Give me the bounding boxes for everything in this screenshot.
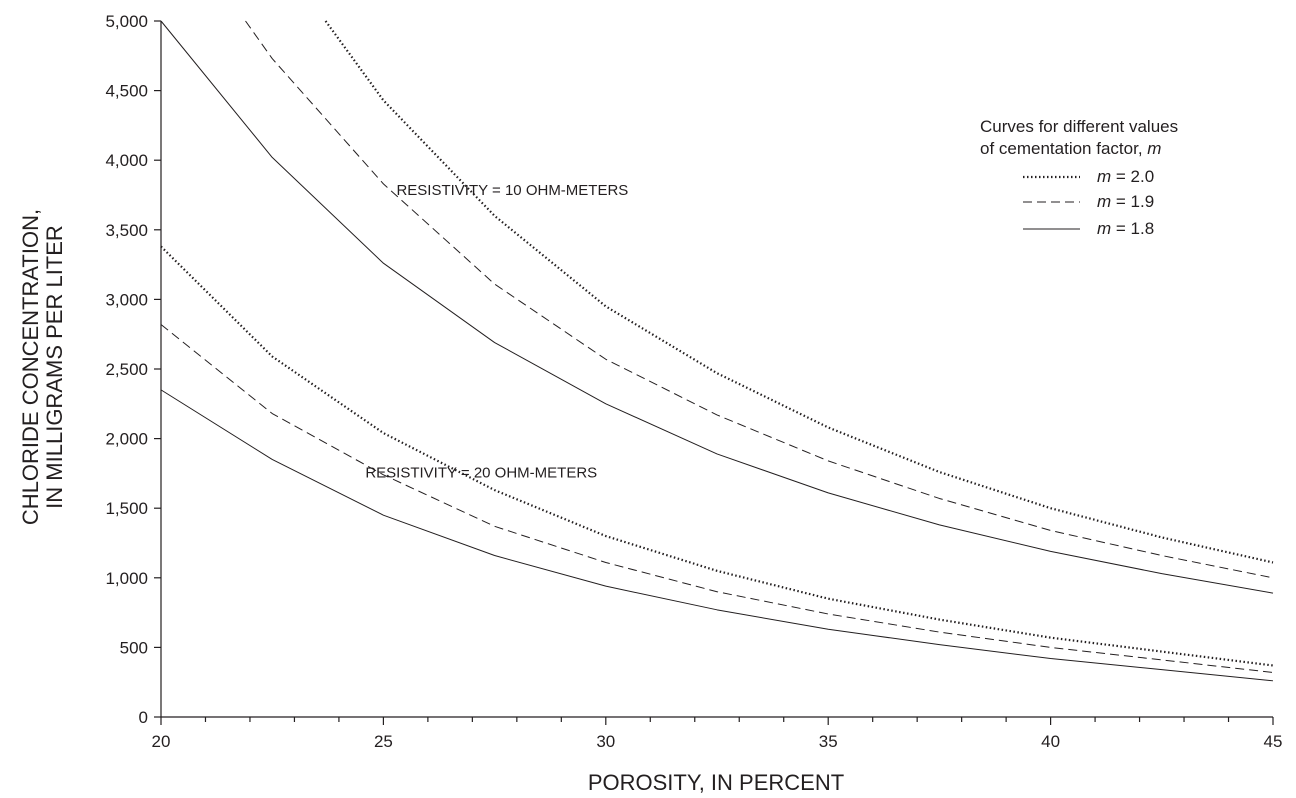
y-tick-label: 3,000 <box>105 290 148 309</box>
x-tick-label: 30 <box>596 732 615 751</box>
legend-title-line2-var: m <box>1147 139 1161 158</box>
legend-value-m-1-8: = 1.8 <box>1111 219 1154 238</box>
y-axis-title-line1: CHLORIDE CONCENTRATION, <box>18 209 43 525</box>
annotation-resistivity-10: RESISTIVITY = 10 OHM-METERS <box>396 182 628 199</box>
x-tick-label: 25 <box>374 732 393 751</box>
x-axis-title: POROSITY, IN PERCENT <box>588 770 844 795</box>
y-tick-label: 0 <box>139 708 148 727</box>
legend-label-m-2-0: m = 2.0 <box>1097 167 1154 186</box>
series-resistivity-20-solid-line <box>160 389 1274 682</box>
legend-title-line2-prefix: of cementation factor, <box>980 139 1147 158</box>
legend-label-m-1-8: m = 1.8 <box>1097 219 1154 238</box>
y-tick-label: 4,500 <box>105 82 148 101</box>
x-tick-label: 35 <box>819 732 838 751</box>
series-resistivity-10-dotted-line <box>324 20 1274 564</box>
legend: Curves for different values of cementati… <box>980 117 1178 238</box>
legend-var-m-1-8: m <box>1097 219 1111 238</box>
legend-label-m-1-9: m = 1.9 <box>1097 192 1154 211</box>
y-tick-label: 2,000 <box>105 430 148 449</box>
series-resistivity-20-dotted-line <box>160 245 1274 667</box>
x-tick-label: 40 <box>1041 732 1060 751</box>
legend-title-line1: Curves for different values <box>980 117 1178 136</box>
series-resistivity-10-dashed-line <box>245 20 1274 579</box>
series-resistivity-10-solid-line <box>160 20 1274 594</box>
annotations: RESISTIVITY = 10 OHM-METERS RESISTIVITY … <box>365 182 628 482</box>
y-tick-label: 1,000 <box>105 569 148 588</box>
y-tick-label: 1,500 <box>105 499 148 518</box>
y-tick-label: 500 <box>120 638 148 657</box>
series-resistivity-20-dashed-line <box>160 324 1274 673</box>
legend-title-line2: of cementation factor, m <box>980 139 1161 158</box>
y-tick-label: 5,000 <box>105 12 148 31</box>
legend-value-m-1-9: = 1.9 <box>1111 192 1154 211</box>
y-axis-title-line2: IN MILLIGRAMS PER LITER <box>42 225 67 509</box>
axes: 0 500 1,000 1,500 2,000 2,500 3,000 3,500 4,000 4… <box>105 12 1282 751</box>
series-layer <box>160 20 1274 682</box>
y-axis-title: CHLORIDE CONCENTRATION, IN MILLIGRAMS PE… <box>18 209 67 525</box>
y-tick-label: 3,500 <box>105 221 148 240</box>
y-tick-label: 2,500 <box>105 360 148 379</box>
annotation-resistivity-20: RESISTIVITY = 20 OHM-METERS <box>365 465 597 482</box>
x-tick-label: 20 <box>152 732 171 751</box>
legend-value-m-2-0: = 2.0 <box>1111 167 1154 186</box>
legend-var-m-2-0: m <box>1097 167 1111 186</box>
y-tick-label: 4,000 <box>105 151 148 170</box>
legend-var-m-1-9: m <box>1097 192 1111 211</box>
x-tick-label: 45 <box>1264 732 1283 751</box>
